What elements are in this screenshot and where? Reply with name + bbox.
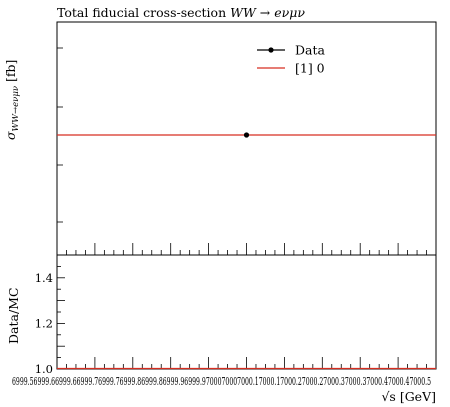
- data-point: [243, 132, 250, 138]
- top-panel-frame: [56, 21, 437, 256]
- chart-title-math: WW → eνμν: [230, 5, 305, 20]
- y-axis-unit: [fb]: [3, 59, 18, 86]
- legend-data-label: Data: [295, 43, 325, 58]
- legend-prediction-label: [1] 0: [295, 61, 325, 76]
- x-tick-labels: 6999.56999.66999.66999.76999.76999.86999…: [12, 374, 431, 388]
- ratio-y-axis-label: Data/MC: [6, 287, 21, 344]
- ratio-y-tick-label: 1.2: [35, 316, 53, 330]
- x-axis-label: √s [GeV]: [381, 389, 436, 404]
- ratio-y-tick-label: 1.0: [35, 362, 53, 376]
- y-axis-symbol: σ: [3, 131, 18, 140]
- chart-title-text: Total fiducial cross-section: [57, 5, 231, 20]
- y-axis-subscript: WW→eνμν: [11, 85, 21, 132]
- legend-data-marker: [268, 47, 274, 53]
- ratio-y-tick-label: 1.4: [35, 271, 53, 285]
- ratio-panel-frame: [56, 254, 437, 370]
- top-y-axis-label: σWW→eνμν [fb]: [3, 59, 21, 140]
- chart-title: Total fiducial cross-section WW → eνμν: [57, 5, 305, 20]
